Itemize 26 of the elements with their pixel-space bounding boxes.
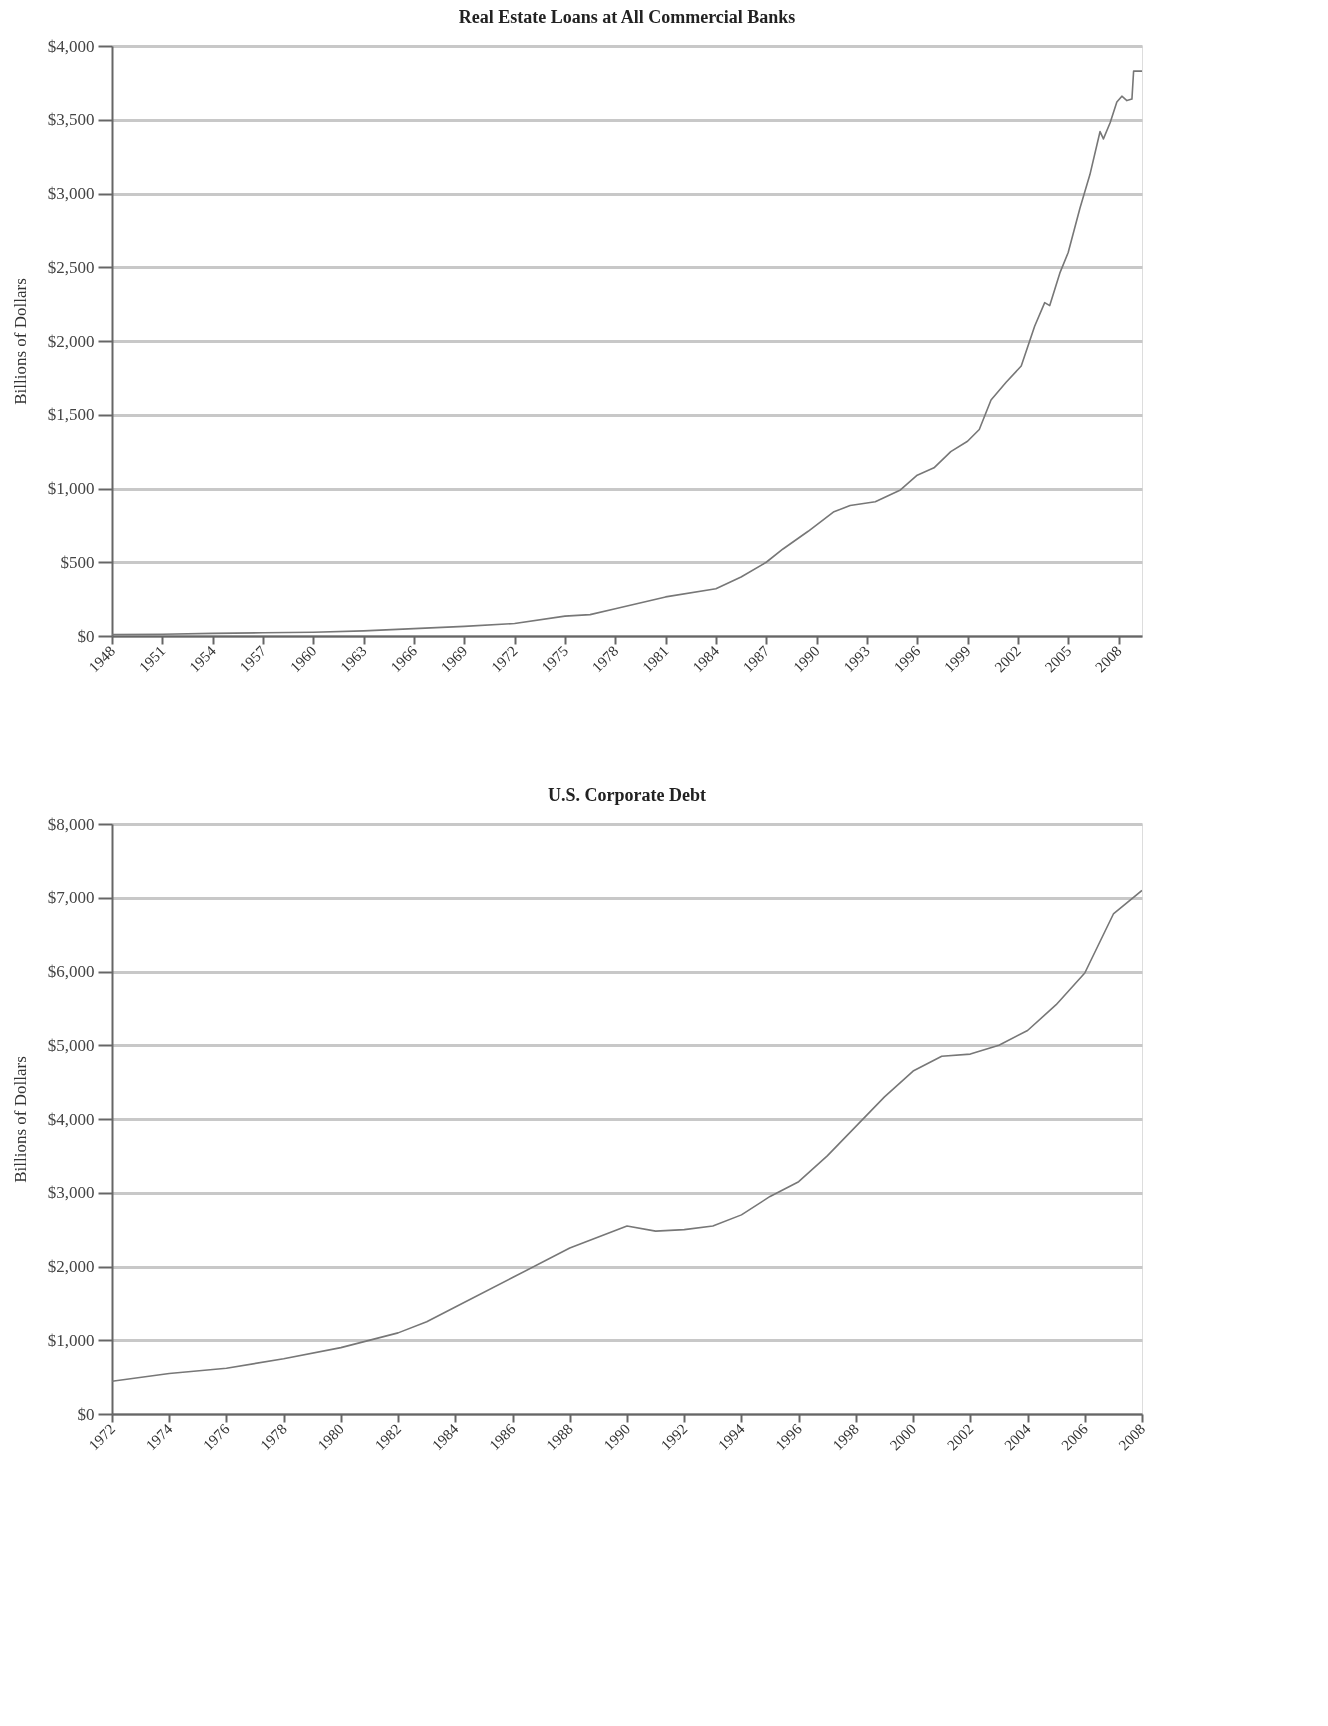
- chart-title: Real Estate Loans at All Commercial Banks: [458, 7, 796, 27]
- y-tick-label: $3,000: [47, 184, 95, 203]
- y-axis-title: Billions of Dollars: [10, 278, 30, 405]
- y-tick-label: $1,000: [47, 1330, 95, 1350]
- y-tick-label: $500: [60, 552, 95, 572]
- y-tick-label: $0: [77, 626, 95, 646]
- x-tick-label: 1951: [135, 642, 169, 676]
- x-tick-label: 1993: [840, 642, 874, 676]
- y-tick-label: $4,000: [47, 36, 95, 56]
- y-tick-label: $5,000: [47, 1035, 95, 1055]
- y-tick-label: $7,000: [47, 888, 95, 908]
- y-axis-title: Billions of Dollars: [10, 1056, 30, 1183]
- y-tick-label: $2,500: [47, 257, 95, 277]
- x-tick-label: 1981: [639, 642, 672, 676]
- chart-title: U.S. Corporate Debt: [548, 785, 706, 805]
- y-tick-label: $0: [77, 1404, 95, 1424]
- y-tick-label: $4,000: [47, 1109, 95, 1129]
- y-tick-label: $3,000: [47, 1183, 95, 1203]
- y-tick-label: $1,500: [47, 405, 95, 425]
- line-series: [112, 889, 1142, 1383]
- y-tick-label: $6,000: [47, 962, 95, 981]
- y-tick-label: $8,000: [47, 814, 95, 834]
- y-tick-label: $2,000: [47, 1257, 95, 1276]
- y-tick-label: $1,000: [47, 479, 95, 498]
- y-tick-label: $2,000: [47, 331, 95, 351]
- y-tick-label: $3,500: [47, 110, 95, 130]
